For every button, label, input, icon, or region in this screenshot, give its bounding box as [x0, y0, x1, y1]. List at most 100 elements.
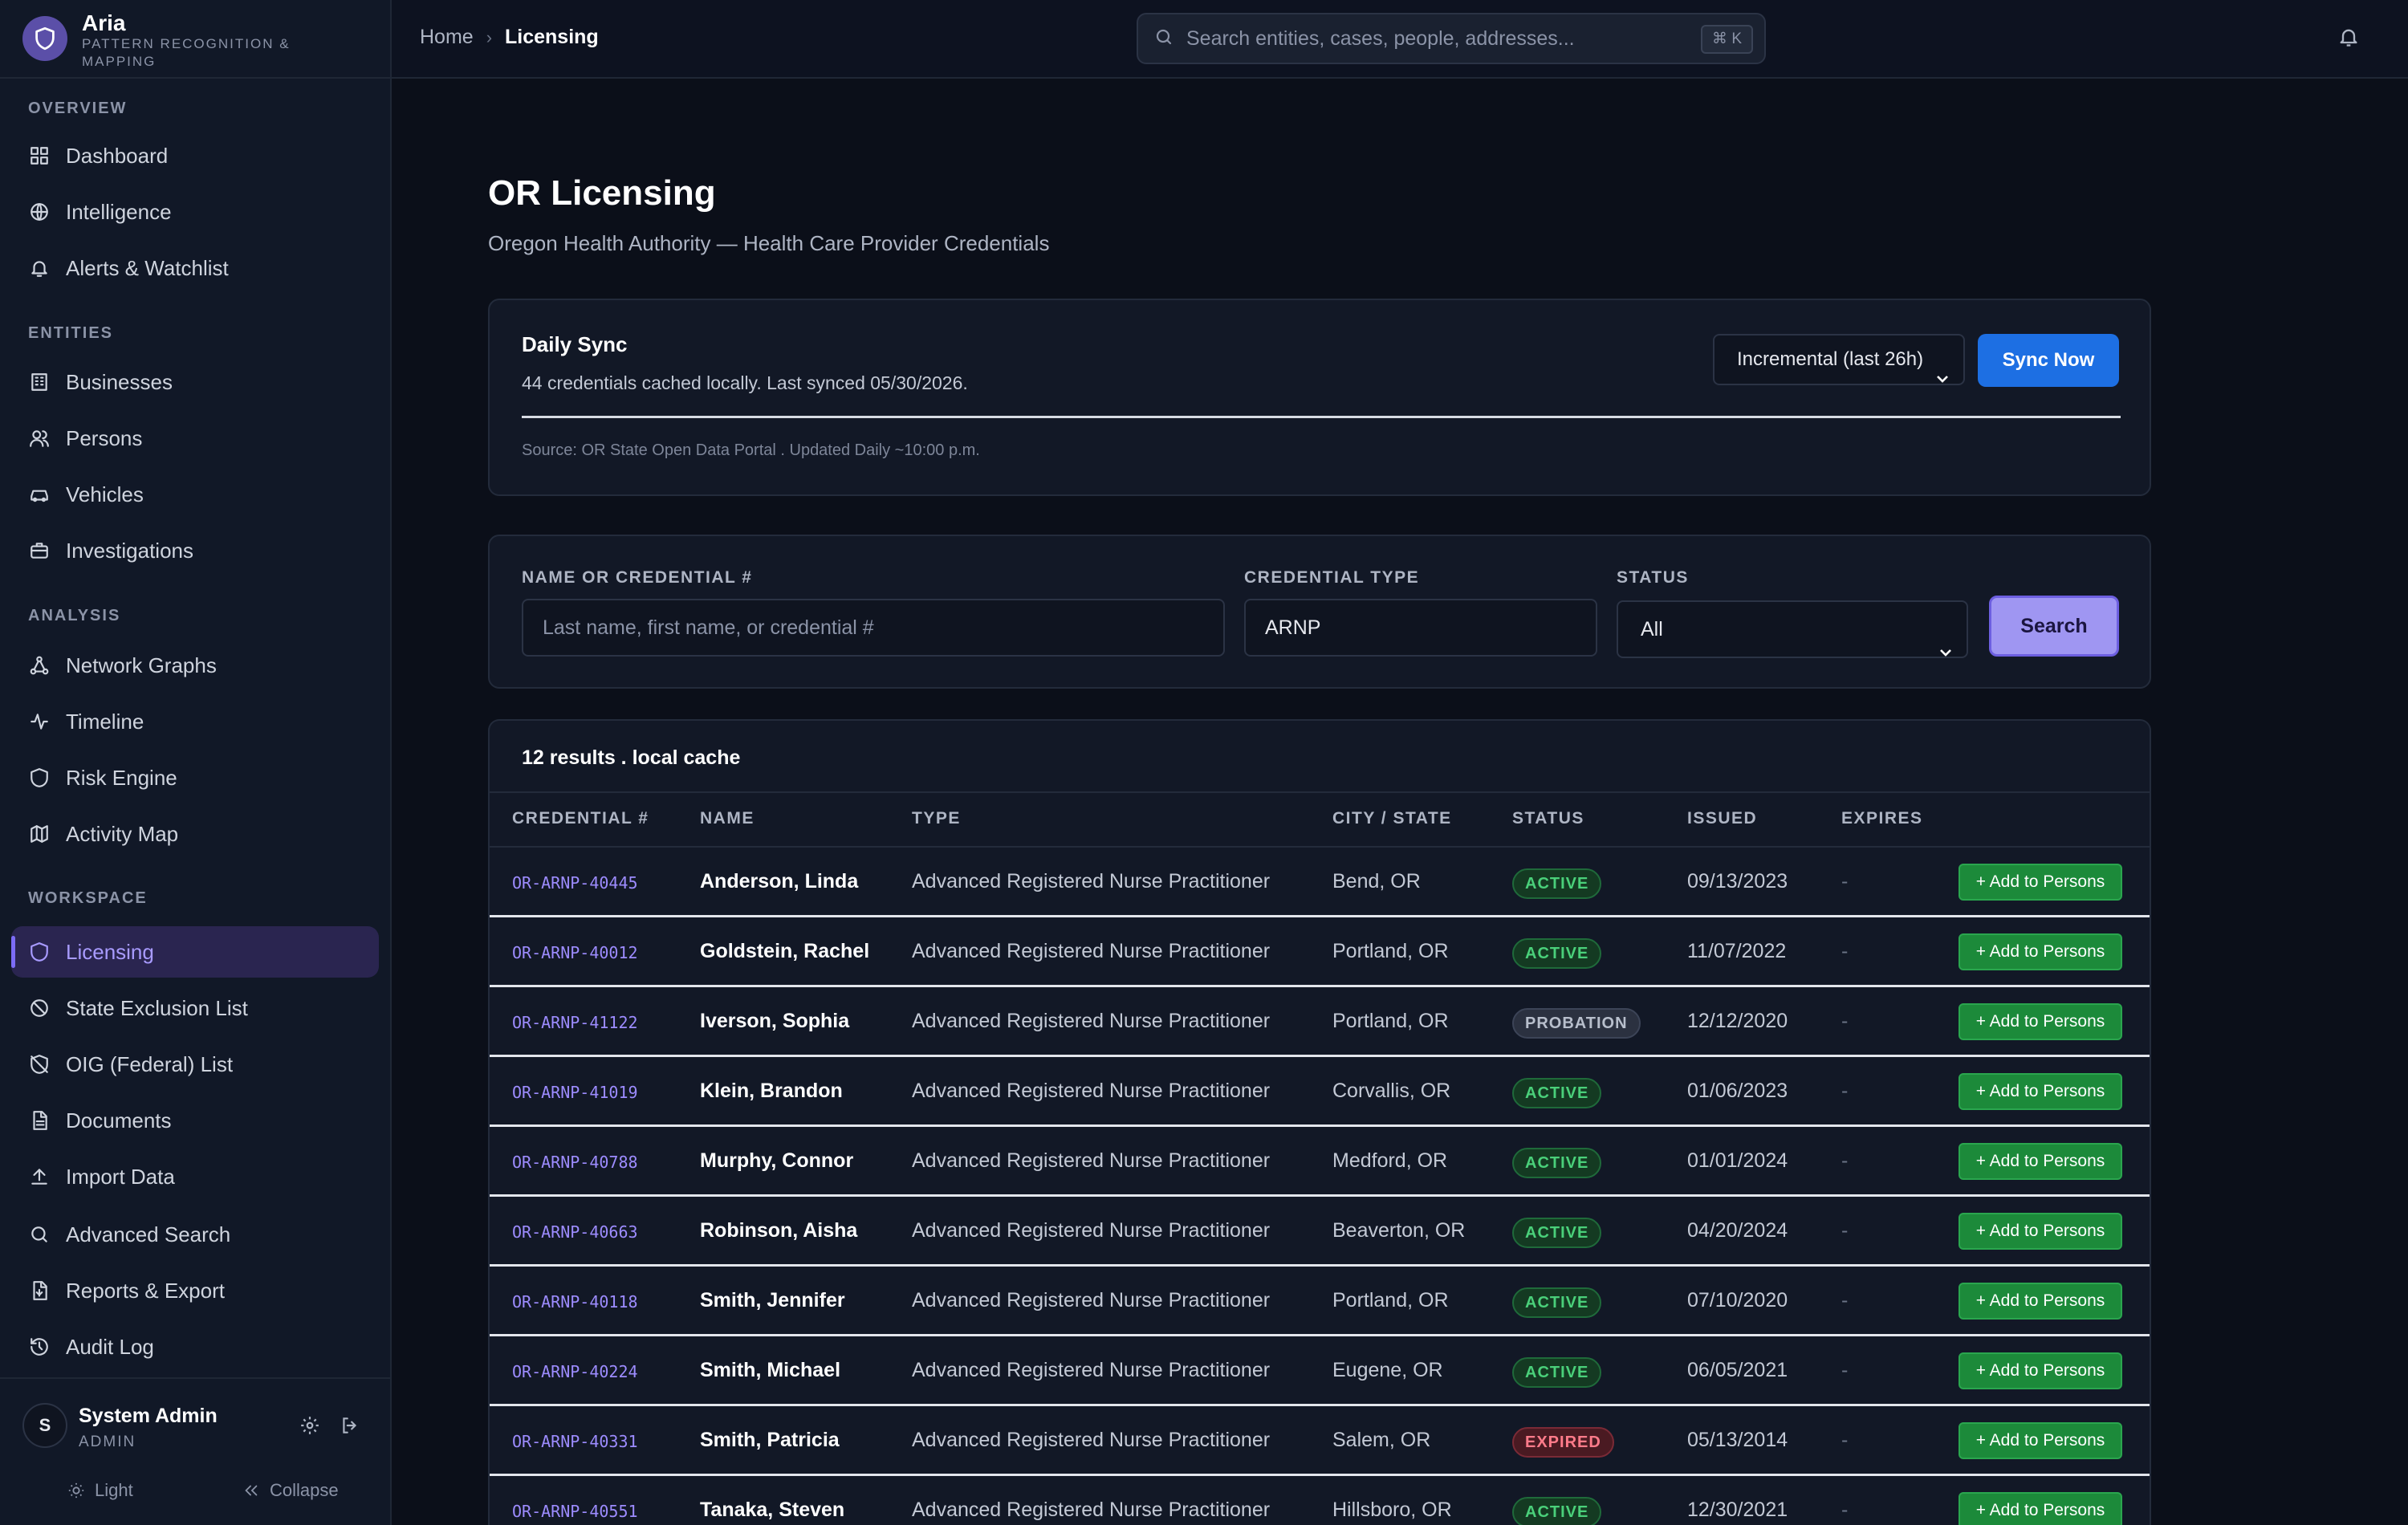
- status-badge: ACTIVE: [1512, 1148, 1602, 1178]
- collapse-button[interactable]: Collapse: [242, 1480, 339, 1501]
- sync-source: Source: OR State Open Data Portal . Upda…: [522, 441, 980, 459]
- sidebar-item-vehicles[interactable]: Vehicles: [11, 469, 379, 520]
- sidebar-item-import-data[interactable]: Import Data: [11, 1151, 379, 1202]
- status-filter-value: All: [1641, 618, 1663, 640]
- person-name: Klein, Brandon: [700, 1080, 843, 1102]
- breadcrumb: Home › Licensing: [420, 26, 599, 49]
- brand-name: Aria: [82, 10, 126, 35]
- credential-link[interactable]: OR-ARNP-40663: [512, 1222, 638, 1242]
- sync-mode-select[interactable]: Incremental (last 26h): [1713, 334, 1965, 385]
- add-to-persons-button[interactable]: + Add to Persons: [1959, 1422, 2122, 1459]
- sidebar-item-dashboard[interactable]: Dashboard: [11, 130, 379, 181]
- status-badge: EXPIRED: [1512, 1427, 1614, 1458]
- add-to-persons-button[interactable]: + Add to Persons: [1959, 1213, 2122, 1250]
- user-role: ADMIN: [79, 1434, 136, 1450]
- sidebar-item-activity-map[interactable]: Activity Map: [11, 808, 379, 860]
- credential-link[interactable]: OR-ARNP-40788: [512, 1153, 638, 1172]
- sidebar-item-risk-engine[interactable]: Risk Engine: [11, 752, 379, 803]
- city-state: Portland, OR: [1332, 1010, 1449, 1032]
- credential-link[interactable]: OR-ARNP-40118: [512, 1292, 638, 1312]
- credential-type-label: CREDENTIAL TYPE: [1244, 568, 1420, 587]
- column-header-expires[interactable]: EXPIRES: [1841, 809, 1923, 828]
- table-row[interactable]: OR-ARNP-40551 Tanaka, Steven Advanced Regi…: [490, 1476, 2150, 1525]
- sync-now-button[interactable]: Sync Now: [1978, 334, 2119, 387]
- table-row[interactable]: OR-ARNP-40788 Murphy, Connor Advanced Regi…: [490, 1127, 2150, 1197]
- sidebar-item-state-exclusion-list[interactable]: State Exclusion List: [11, 982, 379, 1034]
- person-name: Murphy, Connor: [700, 1149, 854, 1172]
- credential-type: Advanced Registered Nurse Practitioner: [912, 940, 1271, 962]
- add-to-persons-button[interactable]: + Add to Persons: [1959, 1143, 2122, 1180]
- credential-link[interactable]: OR-ARNP-41019: [512, 1083, 638, 1102]
- credential-link[interactable]: OR-ARNP-40224: [512, 1362, 638, 1381]
- add-to-persons-button[interactable]: + Add to Persons: [1959, 1492, 2122, 1525]
- sidebar-item-persons[interactable]: Persons: [11, 413, 379, 464]
- credential-link[interactable]: OR-ARNP-40551: [512, 1502, 638, 1521]
- sidebar-item-timeline[interactable]: Timeline: [11, 696, 379, 747]
- search-button[interactable]: Search: [1989, 596, 2119, 657]
- sidebar: Aria PATTERN RECOGNITION & MAPPING OVERV…: [0, 0, 392, 1525]
- sync-description: 44 credentials cached locally. Last sync…: [522, 372, 968, 393]
- global-search-input[interactable]: [1186, 26, 1692, 51]
- column-header-name[interactable]: NAME: [700, 809, 755, 828]
- city-state: Bend, OR: [1332, 870, 1421, 893]
- table-row[interactable]: OR-ARNP-41122 Iverson, Sophia Advanced Reg…: [490, 987, 2150, 1057]
- credential-link[interactable]: OR-ARNP-41122: [512, 1013, 638, 1032]
- divider: [0, 77, 392, 79]
- results-summary: 12 results . local cache: [522, 746, 741, 769]
- table-row[interactable]: OR-ARNP-40445 Anderson, Linda Advanced Reg…: [490, 848, 2150, 917]
- sidebar-item-licensing[interactable]: Licensing: [11, 926, 379, 978]
- column-header-status[interactable]: STATUS: [1512, 809, 1584, 828]
- status-filter-select[interactable]: All: [1617, 600, 1968, 658]
- shield-logo-icon: [22, 16, 67, 61]
- table-row[interactable]: OR-ARNP-40663 Robinson, Aisha Advanced Reg…: [490, 1197, 2150, 1267]
- sidebar-item-reports-export[interactable]: Reports & Export: [11, 1265, 379, 1316]
- sidebar-item-businesses[interactable]: Businesses: [11, 356, 379, 408]
- breadcrumb-home[interactable]: Home: [420, 26, 474, 48]
- status-badge: PROBATION: [1512, 1008, 1641, 1039]
- credential-link[interactable]: OR-ARNP-40012: [512, 943, 638, 962]
- sidebar-item-label: Advanced Search: [66, 1222, 231, 1246]
- briefcase-icon: [29, 540, 50, 561]
- table-row[interactable]: OR-ARNP-40012 Goldstein, Rachel Advanced R…: [490, 917, 2150, 987]
- sidebar-item-oig-federal-list[interactable]: OIG (Federal) List: [11, 1039, 379, 1090]
- add-to-persons-button[interactable]: + Add to Persons: [1959, 1073, 2122, 1110]
- column-header-issued[interactable]: ISSUED: [1687, 809, 1758, 828]
- add-to-persons-button[interactable]: + Add to Persons: [1959, 1352, 2122, 1389]
- sidebar-item-audit-log[interactable]: Audit Log: [11, 1321, 379, 1372]
- logout-icon[interactable]: [339, 1414, 361, 1437]
- city-state: Portland, OR: [1332, 1289, 1449, 1312]
- add-to-persons-button[interactable]: + Add to Persons: [1959, 933, 2122, 970]
- add-to-persons-button[interactable]: + Add to Persons: [1959, 1003, 2122, 1040]
- city-state: Eugene, OR: [1332, 1359, 1443, 1381]
- chevron-down-icon: [1939, 624, 1952, 679]
- credential-link[interactable]: OR-ARNP-40445: [512, 873, 638, 893]
- upload-icon: [29, 1166, 50, 1187]
- column-header-type[interactable]: TYPE: [912, 809, 961, 828]
- bell-icon[interactable]: [2337, 26, 2363, 51]
- brand[interactable]: Aria PATTERN RECOGNITION & MAPPING: [22, 11, 376, 69]
- sidebar-item-intelligence[interactable]: Intelligence: [11, 186, 379, 238]
- dashboard-icon: [29, 145, 50, 166]
- sidebar-item-documents[interactable]: Documents: [11, 1095, 379, 1146]
- sidebar-item-network-graphs[interactable]: Network Graphs: [11, 640, 379, 691]
- sidebar-item-investigations[interactable]: Investigations: [11, 525, 379, 576]
- nav-section-label: ENTITIES: [28, 324, 114, 342]
- credential-link[interactable]: OR-ARNP-40331: [512, 1432, 638, 1451]
- table-row[interactable]: OR-ARNP-40224 Smith, Michael Advanced Regi…: [490, 1336, 2150, 1406]
- credential-type-input[interactable]: [1244, 599, 1597, 657]
- avatar[interactable]: S: [22, 1403, 67, 1448]
- column-header-credential[interactable]: CREDENTIAL #: [512, 809, 649, 828]
- add-to-persons-button[interactable]: + Add to Persons: [1959, 864, 2122, 901]
- gear-icon[interactable]: [299, 1414, 321, 1437]
- sidebar-item-label: Risk Engine: [66, 765, 177, 790]
- table-row[interactable]: OR-ARNP-40331 Smith, Patricia Advanced Reg…: [490, 1406, 2150, 1476]
- sidebar-item-advanced-search[interactable]: Advanced Search: [11, 1209, 379, 1260]
- table-row[interactable]: OR-ARNP-40118 Smith, Jennifer Advanced Reg…: [490, 1267, 2150, 1336]
- column-header-city[interactable]: CITY / STATE: [1332, 809, 1452, 828]
- theme-toggle-button[interactable]: Light: [67, 1480, 133, 1501]
- sidebar-item-alerts-watchlist[interactable]: Alerts & Watchlist: [11, 242, 379, 294]
- add-to-persons-button[interactable]: + Add to Persons: [1959, 1283, 2122, 1320]
- table-row[interactable]: OR-ARNP-41019 Klein, Brandon Advanced Regi…: [490, 1057, 2150, 1127]
- issued-date: 05/13/2014: [1687, 1429, 1788, 1451]
- name-filter-input[interactable]: [522, 599, 1225, 657]
